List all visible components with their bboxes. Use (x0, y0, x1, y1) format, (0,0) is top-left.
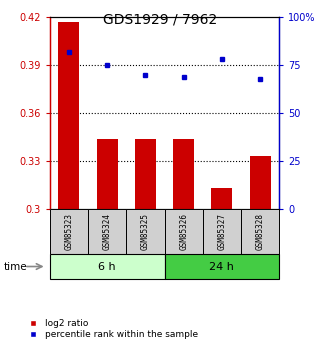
Text: 6 h: 6 h (98, 262, 116, 272)
Text: 24 h: 24 h (210, 262, 234, 272)
Text: GSM85327: GSM85327 (217, 213, 226, 250)
Text: GDS1929 / 7962: GDS1929 / 7962 (103, 12, 218, 26)
Text: GSM85326: GSM85326 (179, 213, 188, 250)
Bar (164, 209, 203, 254)
Legend: log2 ratio, percentile rank within the sample: log2 ratio, percentile rank within the s… (24, 319, 198, 339)
Bar (211, 188, 232, 209)
Bar (241, 209, 279, 254)
Text: GSM85323: GSM85323 (65, 213, 74, 250)
Bar (173, 139, 194, 209)
Bar (203, 209, 241, 254)
Bar (97, 139, 118, 209)
Bar (164, 254, 279, 279)
Bar (250, 156, 271, 209)
Bar (135, 139, 156, 209)
Bar (50, 254, 164, 279)
Text: GSM85325: GSM85325 (141, 213, 150, 250)
Bar (58, 22, 79, 209)
Bar (50, 209, 88, 254)
Bar (126, 209, 164, 254)
Bar (88, 209, 126, 254)
Text: GSM85328: GSM85328 (256, 213, 265, 250)
Text: GSM85324: GSM85324 (103, 213, 112, 250)
Text: time: time (3, 262, 27, 272)
